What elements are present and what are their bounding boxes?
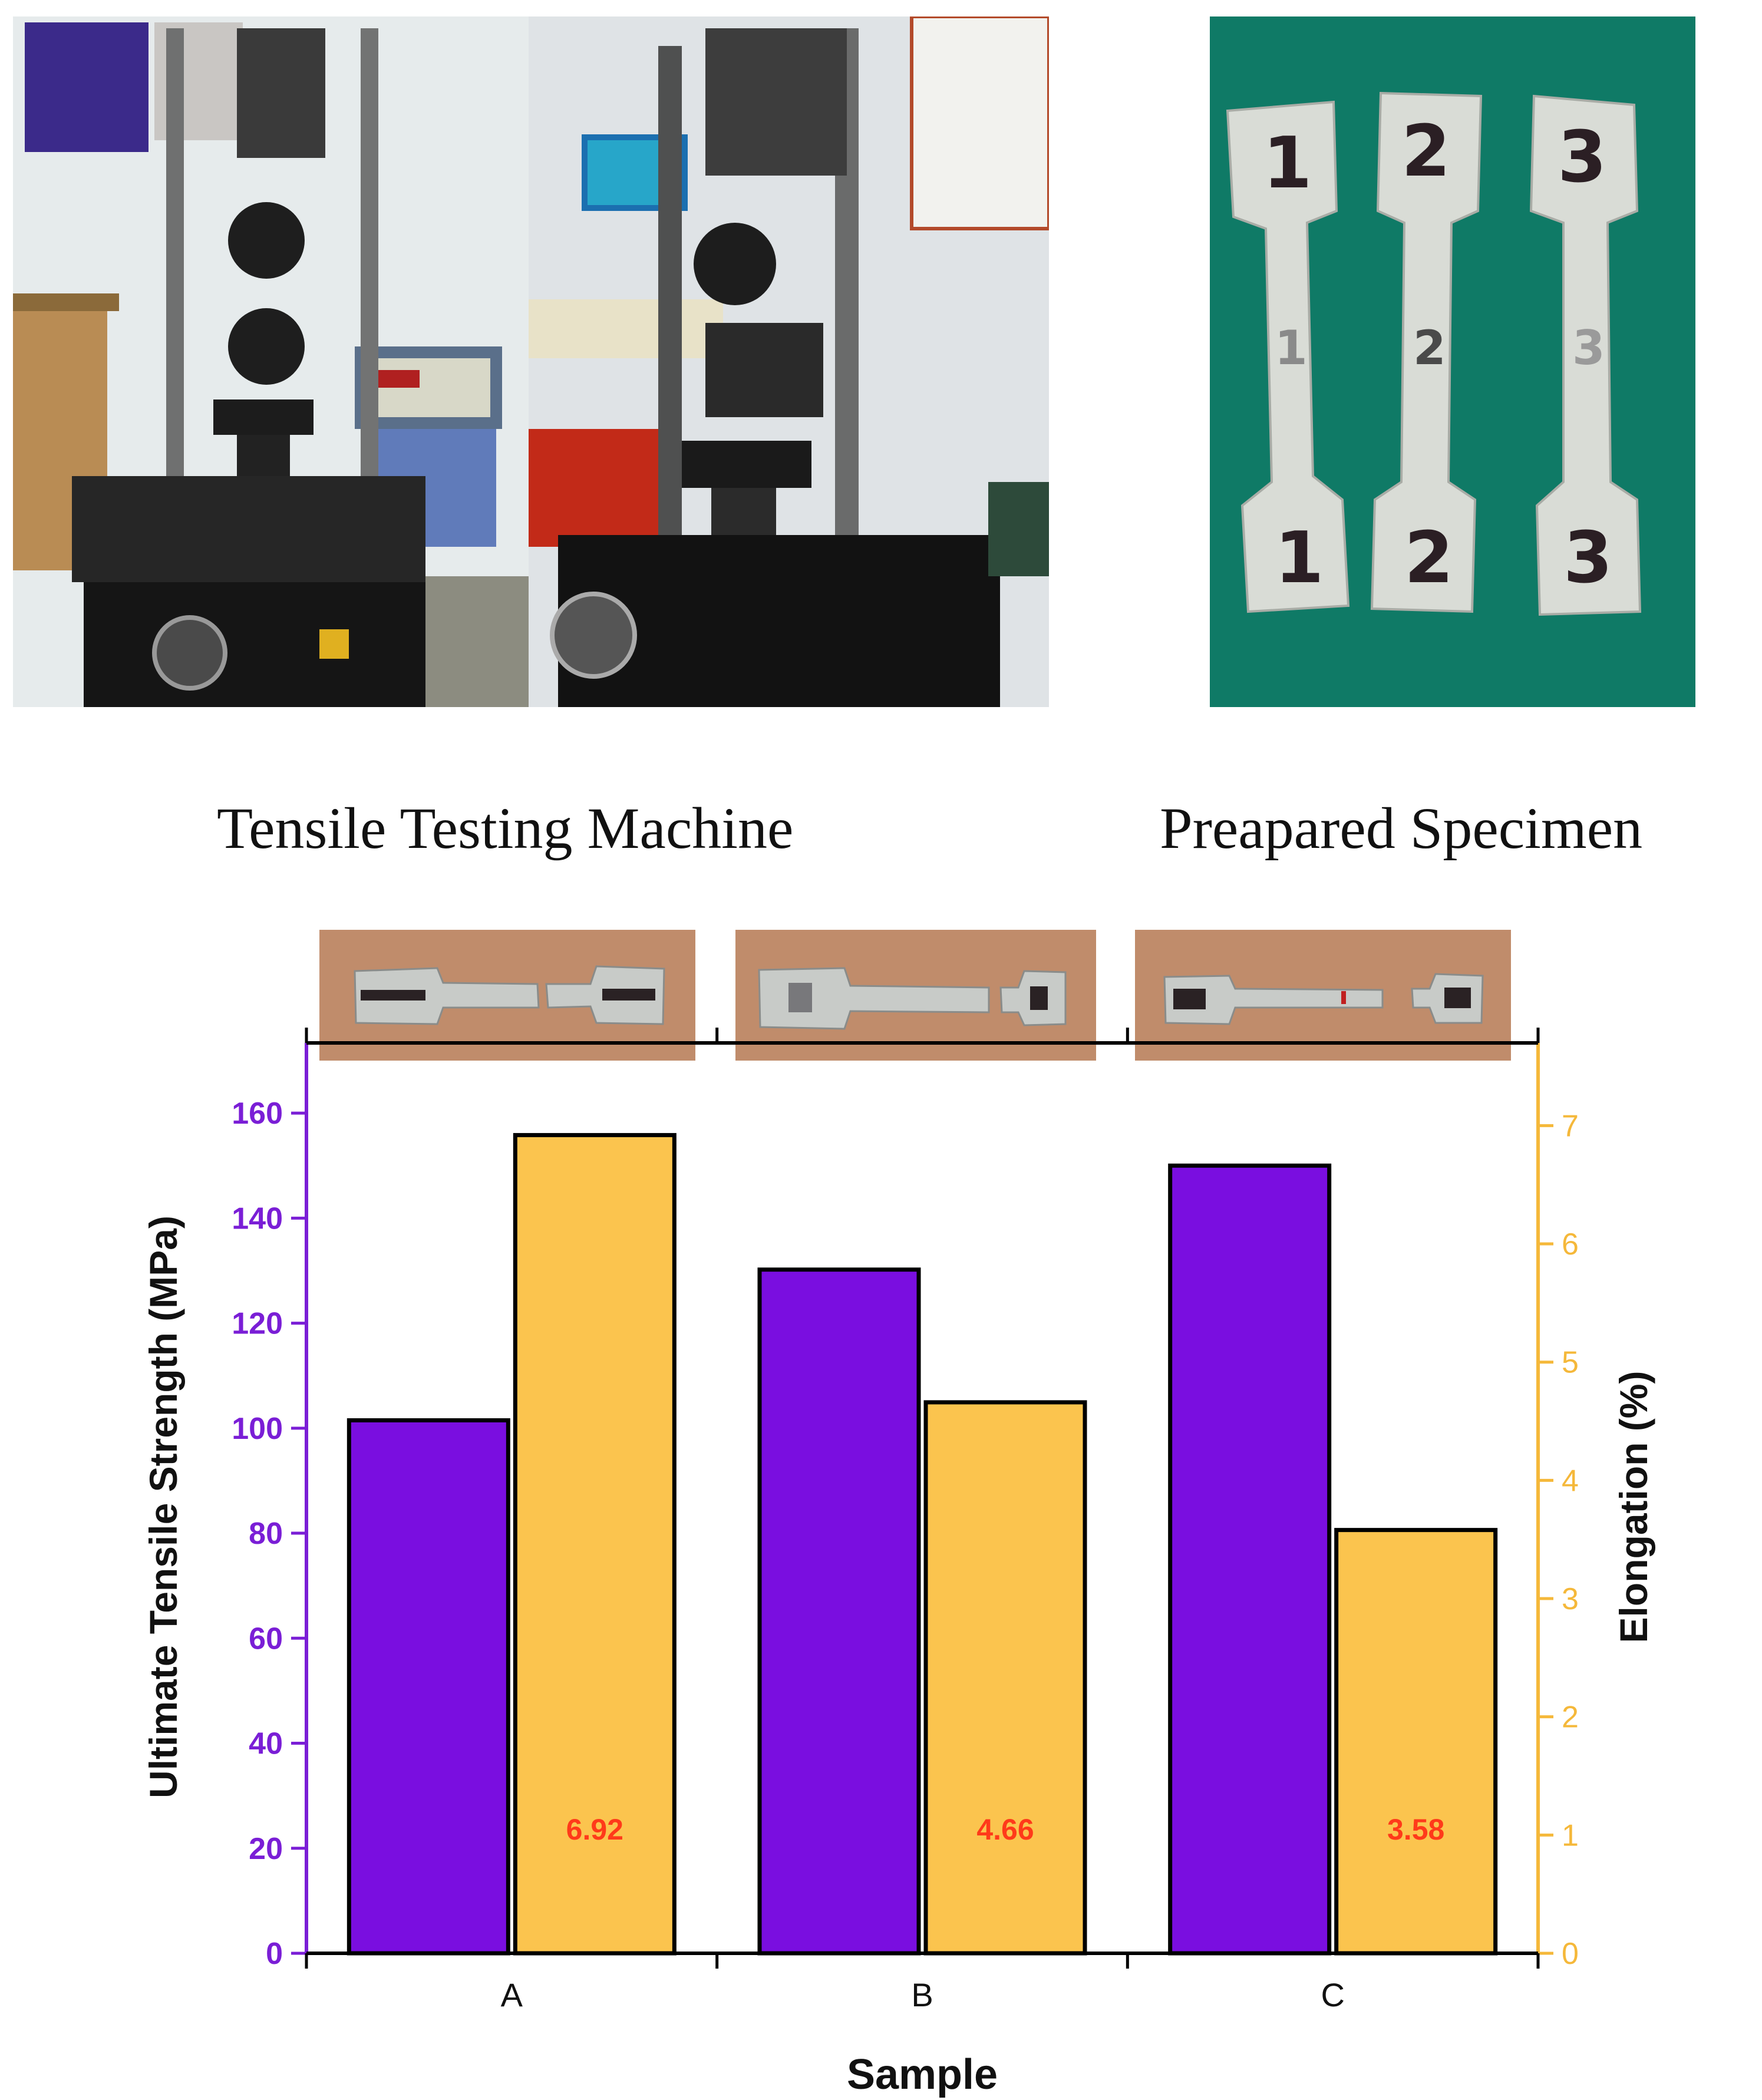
specimen-top-label-1: 1 bbox=[1263, 123, 1312, 204]
specimen-mid-label-3: 3 bbox=[1572, 321, 1605, 375]
right-axis-tick-label: 6 bbox=[1562, 1227, 1579, 1262]
x-axis-tick-label: A bbox=[501, 1976, 523, 2013]
left-axis-tick-label: 0 bbox=[266, 1937, 283, 1971]
left-axis-tick-label: 140 bbox=[232, 1201, 283, 1236]
data-label-elongation-c: 3.58 bbox=[1387, 1813, 1444, 1846]
specimen-top-label-3: 3 bbox=[1558, 117, 1607, 199]
specimen-mid-label-1: 1 bbox=[1275, 321, 1308, 375]
specimen-photo: 1 2 3 1 2 3 1 2 3 bbox=[1210, 16, 1695, 707]
left-axis-tick-label: 120 bbox=[232, 1307, 283, 1341]
machine-caption: Tensile Testing Machine bbox=[217, 795, 794, 861]
left-axis-tick-label: 160 bbox=[232, 1097, 283, 1131]
x-axis-title: Sample bbox=[847, 2051, 998, 2098]
specimen-bottom-label-3: 3 bbox=[1563, 517, 1613, 599]
specimen-caption: Preapared Specimen bbox=[1160, 795, 1643, 861]
bar-uts-b bbox=[757, 1267, 921, 1956]
right-axis-tick-label: 0 bbox=[1562, 1937, 1579, 1971]
data-label-elongation-b: 4.66 bbox=[976, 1813, 1034, 1846]
bar-uts-a bbox=[347, 1418, 510, 1956]
bar-elongation-b bbox=[923, 1400, 1087, 1956]
specimen-top-label-2: 2 bbox=[1401, 111, 1451, 193]
left-axis-tick-label: 100 bbox=[232, 1412, 283, 1446]
right-axis-tick-label: 3 bbox=[1562, 1582, 1579, 1616]
machine-photo-left bbox=[13, 16, 529, 707]
left-axis-tick-label: 60 bbox=[249, 1622, 283, 1656]
right-axis-tick-label: 2 bbox=[1562, 1701, 1579, 1735]
fractured-specimen-photo-c bbox=[1135, 930, 1511, 1061]
machine-photo-right bbox=[529, 16, 1049, 707]
specimen-mid-label-2: 2 bbox=[1413, 321, 1446, 375]
fractured-specimen-photo-b bbox=[735, 930, 1096, 1061]
data-label-elongation-a: 6.92 bbox=[566, 1813, 623, 1846]
left-axis-tick-label: 80 bbox=[249, 1517, 283, 1551]
right-axis-tick-label: 1 bbox=[1562, 1818, 1579, 1853]
bar-uts-c bbox=[1168, 1163, 1332, 1956]
right-axis-title: Elongation (%) bbox=[1612, 1371, 1655, 1643]
x-axis-tick-label: B bbox=[911, 1976, 933, 2013]
bar-elongation-c bbox=[1334, 1528, 1498, 1956]
fractured-specimen-photo-a bbox=[319, 930, 695, 1061]
specimen-bottom-label-2: 2 bbox=[1404, 517, 1454, 599]
right-axis-tick-label: 7 bbox=[1562, 1109, 1579, 1143]
right-axis-tick-label: 5 bbox=[1562, 1346, 1579, 1380]
left-axis-tick-label: 20 bbox=[249, 1832, 283, 1866]
specimen-bottom-label-1: 1 bbox=[1275, 517, 1324, 599]
dual-axis-bar-chart: 101.56.92130.24.661503.58020406080100120… bbox=[141, 1028, 1655, 2098]
bar-elongation-a bbox=[513, 1132, 677, 1956]
left-axis-tick-label: 40 bbox=[249, 1727, 283, 1761]
left-axis-title: Ultimate Tensile Strength (MPa) bbox=[141, 1216, 185, 1798]
x-axis-tick-label: C bbox=[1321, 1976, 1344, 2013]
right-axis-tick-label: 4 bbox=[1562, 1464, 1579, 1498]
data-label-uts-a: 101.5 bbox=[387, 1287, 470, 1324]
